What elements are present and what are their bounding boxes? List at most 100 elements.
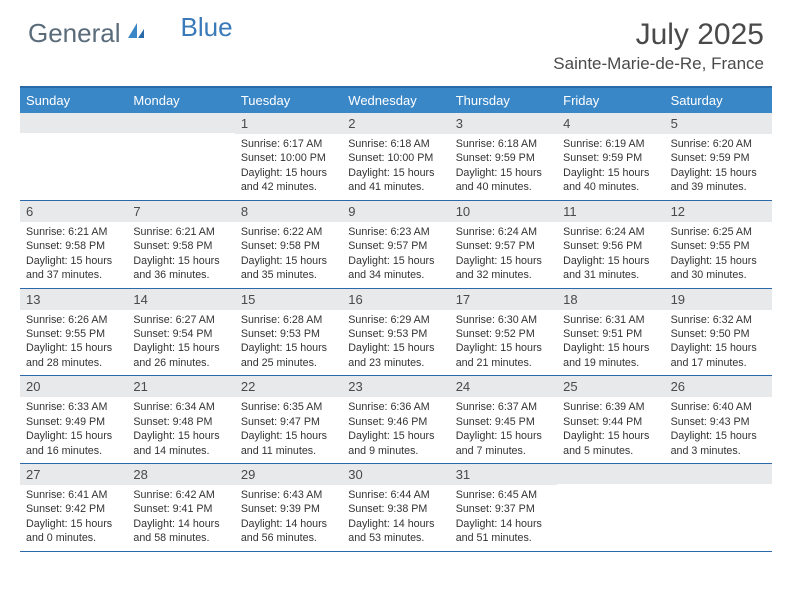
calendar-day-cell: 9Sunrise: 6:23 AMSunset: 9:57 PMDaylight…	[342, 201, 449, 288]
day-details: Sunrise: 6:19 AMSunset: 9:59 PMDaylight:…	[557, 134, 664, 200]
calendar-day-cell: 21Sunrise: 6:34 AMSunset: 9:48 PMDayligh…	[127, 376, 234, 463]
calendar-day-cell: 23Sunrise: 6:36 AMSunset: 9:46 PMDayligh…	[342, 376, 449, 463]
day-details: Sunrise: 6:27 AMSunset: 9:54 PMDaylight:…	[127, 310, 234, 376]
day-number: 17	[450, 289, 557, 310]
calendar-day-cell: 13Sunrise: 6:26 AMSunset: 9:55 PMDayligh…	[20, 289, 127, 376]
calendar-day-cell: 14Sunrise: 6:27 AMSunset: 9:54 PMDayligh…	[127, 289, 234, 376]
day-number	[557, 464, 664, 484]
day-details: Sunrise: 6:18 AMSunset: 9:59 PMDaylight:…	[450, 134, 557, 200]
calendar-day-cell: 24Sunrise: 6:37 AMSunset: 9:45 PMDayligh…	[450, 376, 557, 463]
calendar-week-row: 27Sunrise: 6:41 AMSunset: 9:42 PMDayligh…	[20, 464, 772, 552]
day-details: Sunrise: 6:35 AMSunset: 9:47 PMDaylight:…	[235, 397, 342, 463]
calendar-week-row: 1Sunrise: 6:17 AMSunset: 10:00 PMDayligh…	[20, 113, 772, 201]
day-number: 31	[450, 464, 557, 485]
day-details: Sunrise: 6:29 AMSunset: 9:53 PMDaylight:…	[342, 310, 449, 376]
title-block: July 2025 Sainte-Marie-de-Re, France	[553, 18, 764, 74]
day-number: 11	[557, 201, 664, 222]
day-number: 4	[557, 113, 664, 134]
day-number: 20	[20, 376, 127, 397]
weekday-header: Monday	[127, 88, 234, 113]
weekday-header: Saturday	[665, 88, 772, 113]
calendar-week-row: 20Sunrise: 6:33 AMSunset: 9:49 PMDayligh…	[20, 376, 772, 464]
day-number: 1	[235, 113, 342, 134]
location-label: Sainte-Marie-de-Re, France	[553, 54, 764, 74]
day-number: 18	[557, 289, 664, 310]
day-number: 21	[127, 376, 234, 397]
day-details: Sunrise: 6:18 AMSunset: 10:00 PMDaylight…	[342, 134, 449, 200]
day-details: Sunrise: 6:24 AMSunset: 9:56 PMDaylight:…	[557, 222, 664, 288]
calendar-day-cell: 18Sunrise: 6:31 AMSunset: 9:51 PMDayligh…	[557, 289, 664, 376]
day-details: Sunrise: 6:40 AMSunset: 9:43 PMDaylight:…	[665, 397, 772, 463]
weekday-header: Sunday	[20, 88, 127, 113]
day-number: 8	[235, 201, 342, 222]
day-details: Sunrise: 6:45 AMSunset: 9:37 PMDaylight:…	[450, 485, 557, 551]
day-number: 14	[127, 289, 234, 310]
day-number: 12	[665, 201, 772, 222]
calendar-day-cell: 15Sunrise: 6:28 AMSunset: 9:53 PMDayligh…	[235, 289, 342, 376]
calendar-day-cell: 27Sunrise: 6:41 AMSunset: 9:42 PMDayligh…	[20, 464, 127, 551]
day-details: Sunrise: 6:26 AMSunset: 9:55 PMDaylight:…	[20, 310, 127, 376]
calendar-day-cell: 22Sunrise: 6:35 AMSunset: 9:47 PMDayligh…	[235, 376, 342, 463]
day-details: Sunrise: 6:32 AMSunset: 9:50 PMDaylight:…	[665, 310, 772, 376]
calendar-day-cell: 26Sunrise: 6:40 AMSunset: 9:43 PMDayligh…	[665, 376, 772, 463]
calendar-day-cell: 12Sunrise: 6:25 AMSunset: 9:55 PMDayligh…	[665, 201, 772, 288]
day-details: Sunrise: 6:39 AMSunset: 9:44 PMDaylight:…	[557, 397, 664, 463]
day-number: 26	[665, 376, 772, 397]
day-number: 19	[665, 289, 772, 310]
day-number: 15	[235, 289, 342, 310]
page-header: General Blue July 2025 Sainte-Marie-de-R…	[0, 0, 792, 82]
day-number: 28	[127, 464, 234, 485]
day-number: 7	[127, 201, 234, 222]
day-number: 23	[342, 376, 449, 397]
day-details: Sunrise: 6:17 AMSunset: 10:00 PMDaylight…	[235, 134, 342, 200]
day-number	[20, 113, 127, 133]
day-details: Sunrise: 6:21 AMSunset: 9:58 PMDaylight:…	[127, 222, 234, 288]
logo: General Blue	[28, 18, 233, 49]
weekday-header: Tuesday	[235, 88, 342, 113]
calendar-day-cell: 30Sunrise: 6:44 AMSunset: 9:38 PMDayligh…	[342, 464, 449, 551]
day-number: 22	[235, 376, 342, 397]
day-number: 9	[342, 201, 449, 222]
calendar-day-cell: 29Sunrise: 6:43 AMSunset: 9:39 PMDayligh…	[235, 464, 342, 551]
day-details: Sunrise: 6:37 AMSunset: 9:45 PMDaylight:…	[450, 397, 557, 463]
logo-text-1: General	[28, 18, 121, 49]
calendar-day-cell	[665, 464, 772, 551]
day-number: 24	[450, 376, 557, 397]
calendar-day-cell: 1Sunrise: 6:17 AMSunset: 10:00 PMDayligh…	[235, 113, 342, 200]
day-details: Sunrise: 6:42 AMSunset: 9:41 PMDaylight:…	[127, 485, 234, 551]
day-number: 3	[450, 113, 557, 134]
weekday-header: Thursday	[450, 88, 557, 113]
calendar-day-cell: 25Sunrise: 6:39 AMSunset: 9:44 PMDayligh…	[557, 376, 664, 463]
calendar-day-cell: 31Sunrise: 6:45 AMSunset: 9:37 PMDayligh…	[450, 464, 557, 551]
calendar-day-cell: 6Sunrise: 6:21 AMSunset: 9:58 PMDaylight…	[20, 201, 127, 288]
calendar-day-cell: 16Sunrise: 6:29 AMSunset: 9:53 PMDayligh…	[342, 289, 449, 376]
calendar-day-cell: 8Sunrise: 6:22 AMSunset: 9:58 PMDaylight…	[235, 201, 342, 288]
calendar-day-cell: 10Sunrise: 6:24 AMSunset: 9:57 PMDayligh…	[450, 201, 557, 288]
weekday-header: Wednesday	[342, 88, 449, 113]
day-details: Sunrise: 6:34 AMSunset: 9:48 PMDaylight:…	[127, 397, 234, 463]
day-number: 30	[342, 464, 449, 485]
calendar-day-cell: 3Sunrise: 6:18 AMSunset: 9:59 PMDaylight…	[450, 113, 557, 200]
day-details: Sunrise: 6:43 AMSunset: 9:39 PMDaylight:…	[235, 485, 342, 551]
day-details: Sunrise: 6:24 AMSunset: 9:57 PMDaylight:…	[450, 222, 557, 288]
calendar-week-row: 13Sunrise: 6:26 AMSunset: 9:55 PMDayligh…	[20, 289, 772, 377]
calendar-day-cell: 19Sunrise: 6:32 AMSunset: 9:50 PMDayligh…	[665, 289, 772, 376]
logo-text-2: Blue	[181, 12, 233, 43]
calendar-day-cell: 11Sunrise: 6:24 AMSunset: 9:56 PMDayligh…	[557, 201, 664, 288]
day-number: 29	[235, 464, 342, 485]
day-number: 27	[20, 464, 127, 485]
day-details: Sunrise: 6:25 AMSunset: 9:55 PMDaylight:…	[665, 222, 772, 288]
calendar-day-cell: 4Sunrise: 6:19 AMSunset: 9:59 PMDaylight…	[557, 113, 664, 200]
logo-sail-icon	[125, 18, 147, 49]
calendar-day-cell: 17Sunrise: 6:30 AMSunset: 9:52 PMDayligh…	[450, 289, 557, 376]
calendar-day-cell: 28Sunrise: 6:42 AMSunset: 9:41 PMDayligh…	[127, 464, 234, 551]
day-number	[127, 113, 234, 133]
day-number: 25	[557, 376, 664, 397]
day-details: Sunrise: 6:22 AMSunset: 9:58 PMDaylight:…	[235, 222, 342, 288]
day-details: Sunrise: 6:30 AMSunset: 9:52 PMDaylight:…	[450, 310, 557, 376]
day-details: Sunrise: 6:23 AMSunset: 9:57 PMDaylight:…	[342, 222, 449, 288]
day-details: Sunrise: 6:33 AMSunset: 9:49 PMDaylight:…	[20, 397, 127, 463]
calendar-day-cell	[127, 113, 234, 200]
day-details: Sunrise: 6:44 AMSunset: 9:38 PMDaylight:…	[342, 485, 449, 551]
weekday-header: Friday	[557, 88, 664, 113]
